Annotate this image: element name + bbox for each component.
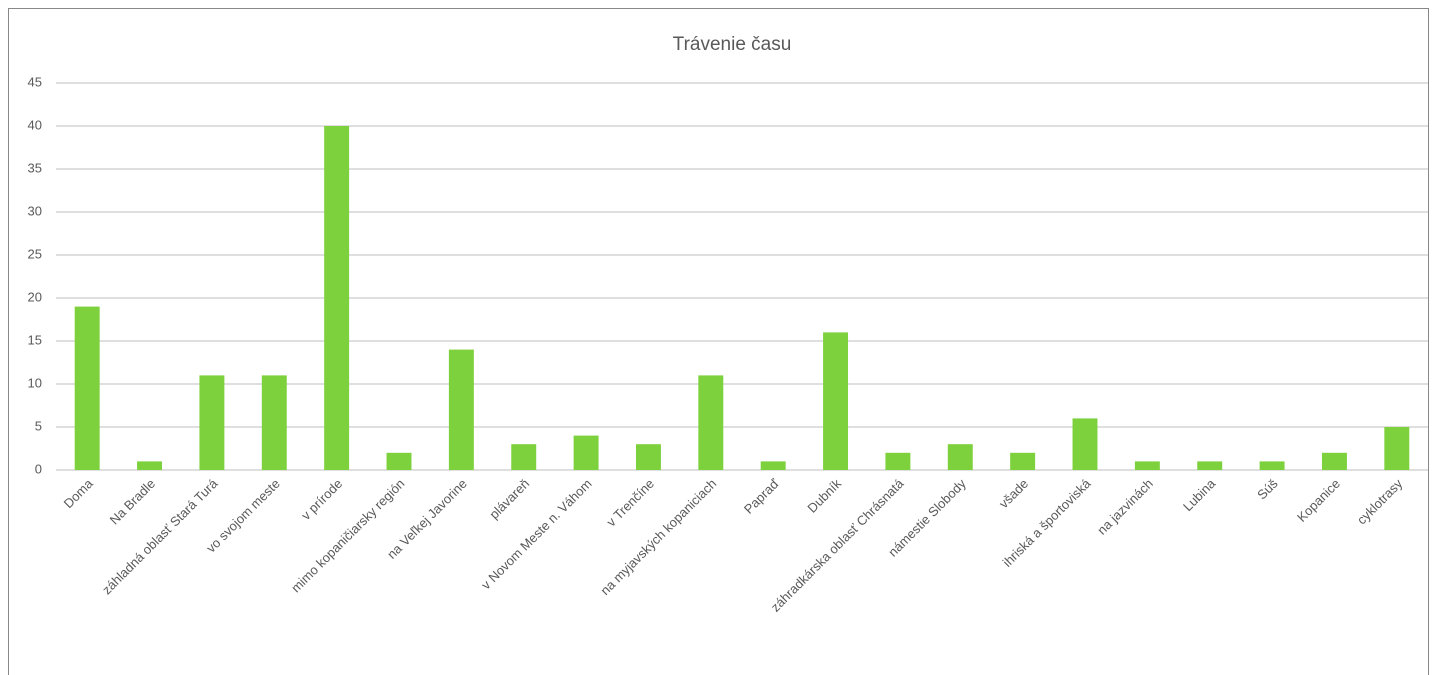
y-tick-label: 45 [28,74,42,89]
bar [1259,461,1285,470]
y-tick-label: 25 [28,246,42,261]
bar [511,444,537,470]
bar [74,306,100,470]
bar [947,444,973,470]
y-tick-label: 5 [35,418,42,433]
bar [635,444,661,470]
bar [760,461,786,470]
y-tick-label: 15 [28,332,42,347]
bar [1134,461,1160,470]
y-tick-label: 0 [35,461,42,476]
bar [1321,452,1347,470]
bar [885,452,911,470]
bar [199,375,225,470]
y-tick-label: 40 [28,117,42,132]
y-tick-label: 35 [28,160,42,175]
bar [573,435,599,470]
y-tick-label: 20 [28,289,42,304]
bar [324,126,350,470]
bar [1197,461,1223,470]
bar [261,375,287,470]
bar [1384,427,1410,470]
y-tick-label: 10 [28,375,42,390]
bar [137,461,163,470]
bar [1010,452,1036,470]
bar [823,332,849,470]
chart-title: Trávenie času [673,34,792,55]
bar [386,452,412,470]
bar [448,349,474,470]
bar [698,375,724,470]
bar [1072,418,1098,470]
chart-frame [8,8,1429,675]
y-tick-label: 30 [28,203,42,218]
